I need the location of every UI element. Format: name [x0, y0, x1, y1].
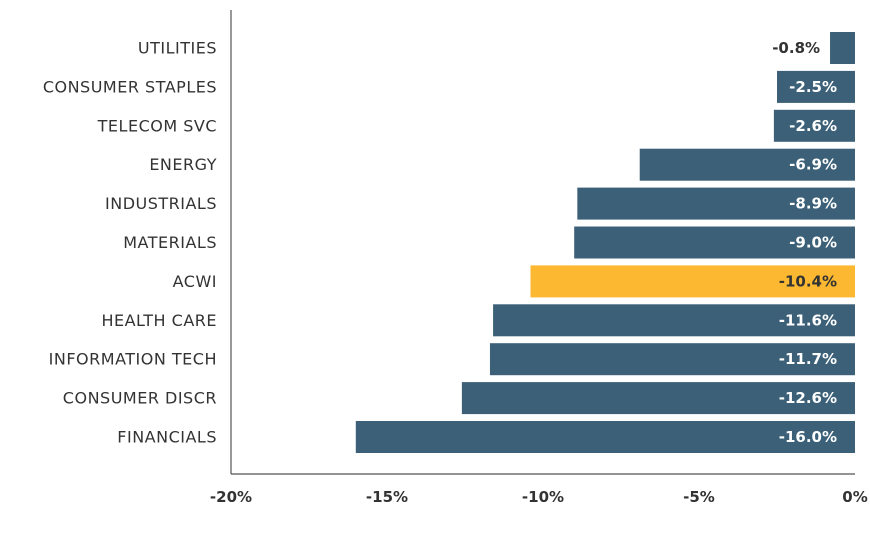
bar-telecom-svc — [773, 109, 855, 142]
bar-information-tech — [489, 343, 855, 376]
category-label-consumer-discr: CONSUMER DISCR — [63, 389, 217, 408]
x-tick-labels-group: -20% -15% -10% -5% 0% — [210, 488, 868, 506]
data-label-telecom-svc: -2.6% — [789, 117, 837, 135]
axes-group — [230, 10, 855, 475]
data-label-energy: -6.9% — [789, 156, 837, 174]
category-label-financials: FINANCIALS — [117, 428, 217, 447]
data-label-materials: -9.0% — [789, 234, 837, 252]
category-labels-group: UTILITIES CONSUMER STAPLES TELECOM SVC ENER… — [43, 39, 217, 447]
category-label-energy: ENERGY — [149, 155, 217, 174]
x-tick-label: -15% — [366, 488, 408, 506]
category-label-materials: MATERIALS — [123, 233, 217, 252]
data-label-financials: -16.0% — [779, 428, 837, 446]
x-tick-label: 0% — [842, 488, 867, 506]
bar-financials — [355, 421, 855, 453]
category-label-consumer-staples: CONSUMER STAPLES — [43, 77, 217, 96]
data-label-industrials: -8.9% — [789, 195, 837, 213]
bar-utilities — [830, 32, 855, 64]
category-label-health-care: HEALTH CARE — [101, 311, 217, 330]
category-label-telecom-svc: TELECOM SVC — [97, 116, 217, 135]
bar-industrials — [577, 187, 855, 220]
data-label-utilities: -0.8% — [772, 39, 820, 57]
data-labels-group: -0.8% -2.5% -2.6% -6.9% -8.9% -9.0% -10.4% -11.… — [772, 39, 837, 446]
x-tick-label: -5% — [683, 488, 715, 506]
x-tick-label: -10% — [522, 488, 564, 506]
category-label-industrials: INDUSTRIALS — [105, 194, 217, 213]
data-label-health-care: -11.6% — [779, 311, 837, 329]
bar-energy — [639, 148, 855, 181]
bar-consumer-staples — [777, 70, 855, 103]
category-label-acwi: ACWI — [173, 272, 217, 291]
bar-consumer-discr — [461, 382, 855, 415]
bars-group — [355, 32, 855, 453]
bar-health-care — [493, 304, 855, 337]
data-label-acwi: -10.4% — [779, 272, 837, 290]
data-label-consumer-discr: -12.6% — [779, 389, 837, 407]
data-label-consumer-staples: -2.5% — [789, 78, 837, 96]
x-tick-label: -20% — [210, 488, 252, 506]
category-label-information-tech: INFORMATION TECH — [49, 350, 217, 369]
category-label-utilities: UTILITIES — [138, 39, 217, 58]
bar-acwi — [530, 265, 855, 298]
bar-materials — [574, 226, 855, 259]
data-label-information-tech: -11.7% — [779, 350, 837, 368]
